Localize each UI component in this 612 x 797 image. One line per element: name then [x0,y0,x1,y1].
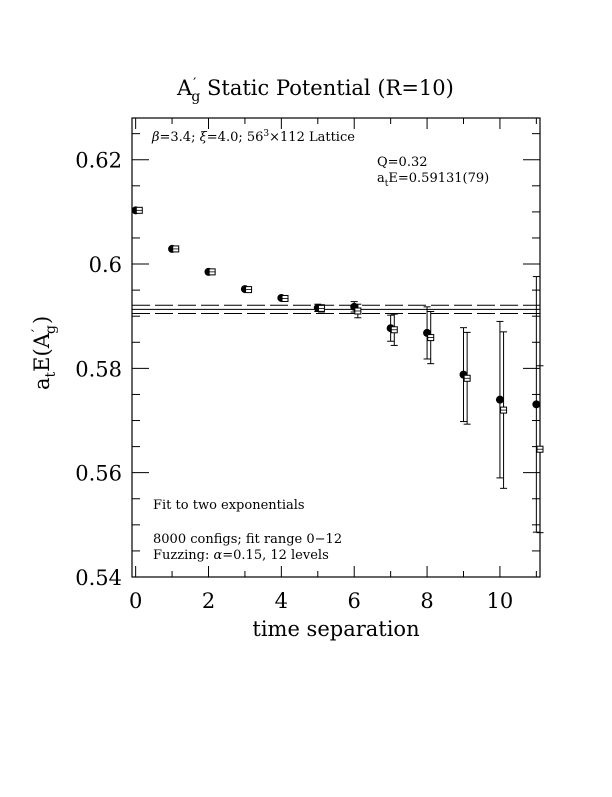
x-tick-label: 0 [129,589,142,613]
axis-ticks [132,118,540,578]
q-annotation: Q=0.32 [377,155,428,170]
fuzz-alpha: α [213,548,222,563]
fit-a: a [377,171,385,186]
lattice-beta: β [151,130,160,145]
y-title-g: g [43,325,59,334]
x-tick-label: 10 [487,589,514,613]
y-tick-label: 0.6 [89,253,122,277]
chart-title-main: A [176,76,193,100]
fit-energy-annotation: atE=0.59131(79) [377,171,489,189]
fit-band [132,304,540,315]
y-title-t: t [43,371,59,377]
x-tick-labels: 0 2 4 6 8 10 [129,589,513,613]
x-tick-label: 2 [202,589,215,613]
series-filled-circles [131,206,541,533]
y-tick-label: 0.54 [75,566,122,590]
y-tick-label: 0.58 [75,357,122,381]
y-axis-title: atE(A′g) [30,316,59,390]
y-title-e: E(A [30,332,54,372]
x-axis-title: time separation [252,617,419,641]
data-point [532,400,541,409]
y-title-close: ) [30,316,54,324]
chart-title-sub: g [191,89,200,105]
lattice-xi: ξ [200,130,208,145]
chart-title-prime: ′ [193,76,196,92]
fit-t: t [385,179,389,189]
y-title-prime: ′ [30,329,46,332]
fuzzing-annotation: Fuzzing: α=0.15, 12 levels [153,548,329,563]
data-point [495,395,504,404]
series-open-squares [135,206,544,534]
fuzz-pre: Fuzzing: [153,548,213,563]
x-tick-label: 6 [348,589,361,613]
lattice-exp: 3 [263,129,269,139]
fuzz-post: =0.15, 12 levels [222,548,329,563]
chart-title-rest: Static Potential (R=10) [200,76,454,100]
y-tick-label: 0.62 [75,149,122,173]
configs-annotation: 8000 configs; fit range 0−12 [153,532,342,547]
lattice-annotation: β=3.4; ξ=4.0; 563×112 Lattice [151,129,355,145]
y-tick-labels: 0.54 0.56 0.58 0.6 0.62 [75,149,122,590]
lattice-rest: ×112 Lattice [269,130,355,145]
lattice-eq2: =4.0; 56 [207,130,264,145]
lattice-eq1: =3.4; [160,130,200,145]
fit-rest: E=0.59131(79) [388,171,489,186]
fit-type-annotation: Fit to two exponentials [153,498,305,513]
plot-frame [131,117,541,578]
x-tick-label: 8 [420,589,433,613]
x-tick-label: 4 [275,589,288,613]
y-title-a: a [30,377,54,390]
y-tick-label: 0.56 [75,462,122,486]
data-series [131,206,544,534]
svg-text:atE(A′g): atE(A′g) [30,316,59,390]
chart-title: A′ g Static Potential (R=10) [176,76,454,105]
